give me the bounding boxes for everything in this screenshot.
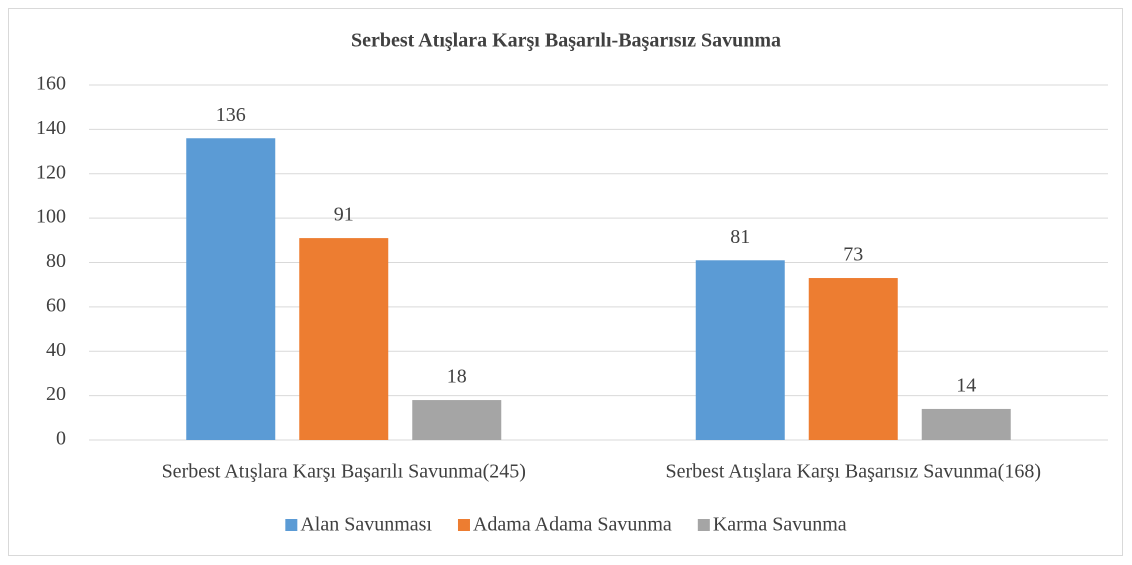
x-tick-label: Serbest Atışlara Karşı Başarısız Savunma… [666,461,1041,483]
y-tick-label: 80 [46,250,66,272]
y-tick-label: 20 [46,383,66,405]
y-tick-label: 120 [36,161,66,183]
bar [186,138,276,440]
y-tick-label: 60 [46,294,66,316]
legend-swatch [285,519,298,531]
x-tick-label: Serbest Atışlara Karşı Başarılı Savunma(… [162,461,526,483]
y-tick-label: 40 [46,339,66,361]
y-tick-label: 100 [36,206,66,228]
legend-label: Adama Adama Savunma [473,514,672,536]
data-label: 73 [843,244,863,266]
legend-swatch [457,519,470,531]
legend-label: Karma Savunma [713,514,847,536]
data-label: 91 [334,204,354,226]
y-tick-label: 160 [36,73,66,95]
bar [695,260,785,440]
bar [808,278,898,440]
bar [412,400,502,440]
y-tick-label: 0 [56,428,66,450]
data-label: 81 [730,226,750,248]
legend-label: Alan Savunması [300,514,432,536]
chart-title: Serbest Atışlara Karşı Başarılı-Başarısı… [351,30,781,52]
bar [299,238,389,440]
data-label: 18 [447,366,467,388]
data-label: 14 [956,375,976,397]
legend-swatch [697,519,710,531]
bar [921,408,1011,440]
data-label: 136 [216,104,246,126]
y-tick-label: 140 [36,117,66,139]
